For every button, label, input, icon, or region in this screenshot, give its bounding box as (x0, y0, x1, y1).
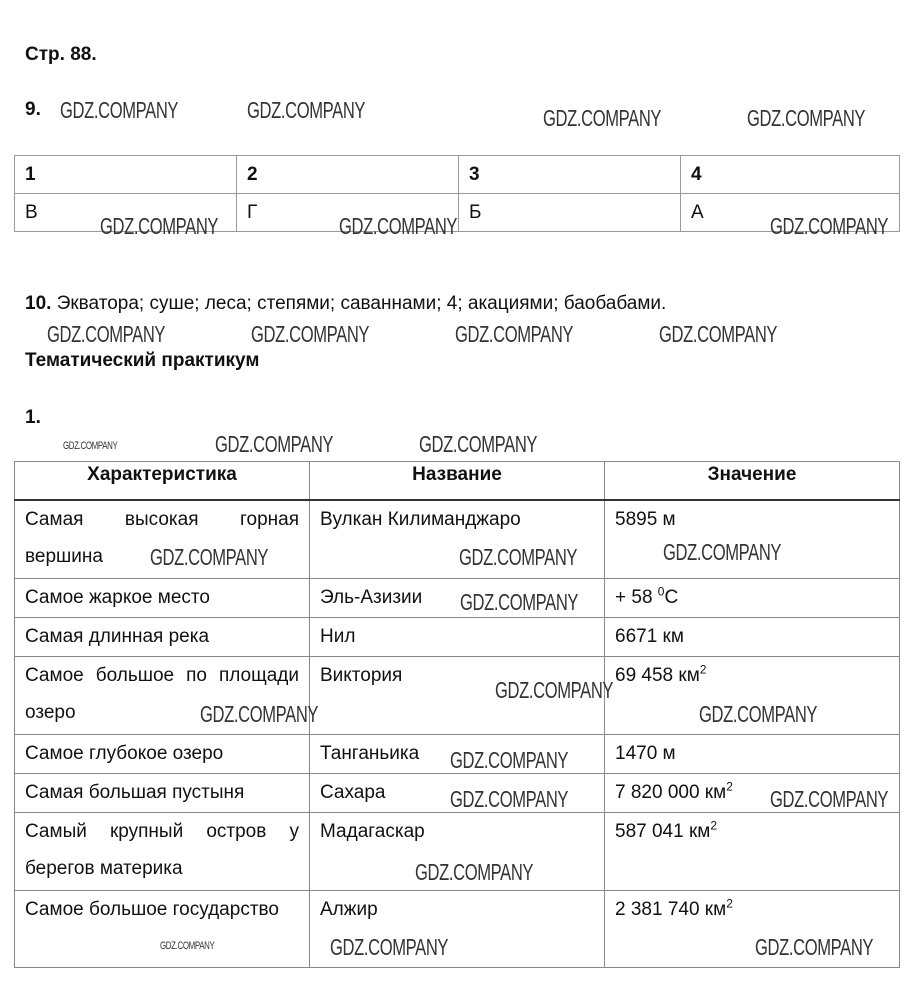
value-superscript: 0 (657, 584, 665, 599)
section-title: Тематический практикум (25, 350, 260, 371)
task10-text: Экватора; суше; леса; степями; саваннами… (56, 293, 667, 314)
name-cell: Эль-Азизии (309, 577, 605, 618)
header-cell: Характеристика (14, 461, 310, 501)
header-cell: 1 (14, 155, 237, 194)
watermark: GDZ.COMPANY (770, 213, 889, 239)
watermark: GDZ.COMPANY (415, 859, 534, 885)
value-superscript: 2 (710, 818, 718, 833)
name-cell: Виктория (309, 655, 605, 735)
watermark: GDZ.COMPANY (663, 539, 782, 565)
value-text: 69 458 км (615, 664, 700, 686)
answer-cell: Г (236, 193, 459, 232)
watermark: GDZ.COMPANY (455, 321, 574, 347)
value-text: 5895 м (615, 509, 676, 530)
characteristic-cell: Самая большая пустыня (14, 772, 310, 813)
value-text: 7 820 000 км (615, 781, 727, 803)
characteristic-cell: Самое большое государство (14, 889, 310, 968)
value-text: 6671 км (615, 625, 684, 647)
watermark: GDZ.COMPANY (450, 747, 569, 773)
watermark: GDZ.COMPANY (339, 213, 458, 239)
watermark: GDZ.COMPANY (63, 440, 118, 452)
value-unit: С (664, 586, 679, 608)
task10-number: 10. (25, 293, 52, 314)
value-cell: 5895 м (604, 499, 900, 579)
characteristic-cell: Самый крупный остров у берегов материка (14, 811, 310, 891)
task1-table: Характеристика Название Значение Самая в… (14, 461, 900, 968)
watermark: GDZ.COMPANY (330, 934, 449, 960)
watermark: GDZ.COMPANY (450, 786, 569, 812)
watermark: GDZ.COMPANY (47, 321, 166, 347)
name-cell: Вулкан Килиманджаро (309, 499, 605, 579)
watermark: GDZ.COMPANY (659, 321, 778, 347)
watermark: GDZ.COMPANY (247, 97, 366, 123)
header-cell: Название (309, 461, 605, 501)
table-row: Самая большая пустыня Сахара 7 820 000 км2 (14, 772, 900, 813)
answer-cell: А (680, 193, 900, 232)
watermark: GDZ.COMPANY (251, 321, 370, 347)
name-cell: Мадагаскар (309, 811, 605, 891)
value-cell: 6671 км (604, 616, 900, 657)
watermark: GDZ.COMPANY (543, 105, 662, 131)
value-text: + 58 (615, 586, 658, 608)
value-cell: 2 381 740 км2 (604, 889, 900, 968)
table-row: Самое большое государство Алжир 2 381 740 … (14, 889, 900, 968)
value-superscript: 2 (726, 779, 733, 794)
value-cell: 587 041 км2 (604, 811, 900, 891)
answer-cell: Б (458, 193, 681, 232)
header-cell: 4 (680, 155, 900, 194)
value-cell: 1470 м (604, 733, 900, 774)
value-superscript: 2 (726, 896, 733, 911)
value-superscript: 2 (699, 662, 707, 677)
watermark: GDZ.COMPANY (200, 701, 319, 727)
watermark: GDZ.COMPANY (215, 431, 334, 457)
watermark: GDZ.COMPANY (100, 213, 219, 239)
value-cell: + 58 0С (604, 577, 900, 618)
value-text: 1470 м (615, 742, 676, 764)
name-cell: Алжир (309, 889, 605, 968)
characteristic-cell: Самое большое по площади озеро (14, 655, 310, 735)
watermark: GDZ.COMPANY (770, 786, 889, 812)
watermark: GDZ.COMPANY (495, 677, 614, 703)
characteristic-cell: Самое жаркое место (14, 577, 310, 618)
task9-number: 9. (25, 99, 41, 120)
name-cell: Нил (309, 616, 605, 657)
task9-table: 1 2 3 4 В Г Б А (14, 155, 900, 232)
answer-cell: В (14, 193, 237, 232)
header-cell: 2 (236, 155, 459, 194)
watermark: GDZ.COMPANY (150, 544, 269, 570)
characteristic-cell: Самая длинная река (14, 616, 310, 657)
table-header-row: Характеристика Название Значение (14, 461, 900, 501)
value-text: 587 041 км (615, 820, 711, 842)
table-row: Самое большое по площади озеро Виктория 69… (14, 655, 900, 735)
table-row: Самая длинная река Нил 6671 км (14, 616, 900, 657)
watermark: GDZ.COMPANY (419, 431, 538, 457)
task1-number: 1. (25, 407, 41, 428)
header-cell: 3 (458, 155, 681, 194)
watermark: GDZ.COMPANY (160, 940, 215, 952)
watermark: GDZ.COMPANY (747, 105, 866, 131)
task10-line: 10. Экватора; суше; леса; степями; саван… (25, 293, 666, 315)
value-cell: 7 820 000 км2 (604, 772, 900, 813)
table-row: В Г Б А (14, 193, 900, 232)
watermark: GDZ.COMPANY (459, 544, 578, 570)
characteristic-cell: Самое глубокое озеро (14, 733, 310, 774)
table-row: 1 2 3 4 (14, 155, 900, 194)
header-cell: Значение (604, 461, 900, 501)
watermark: GDZ.COMPANY (460, 589, 579, 615)
watermark: GDZ.COMPANY (755, 934, 874, 960)
page-label: Стр. 88. (25, 44, 97, 65)
table-row: Самое жаркое место Эль-Азизии + 58 0С (14, 577, 900, 618)
table-row: Самый крупный остров у берегов материка М… (14, 811, 900, 891)
value-text: 2 381 740 км (615, 898, 727, 920)
watermark: GDZ.COMPANY (699, 701, 818, 727)
watermark: GDZ.COMPANY (60, 97, 179, 123)
